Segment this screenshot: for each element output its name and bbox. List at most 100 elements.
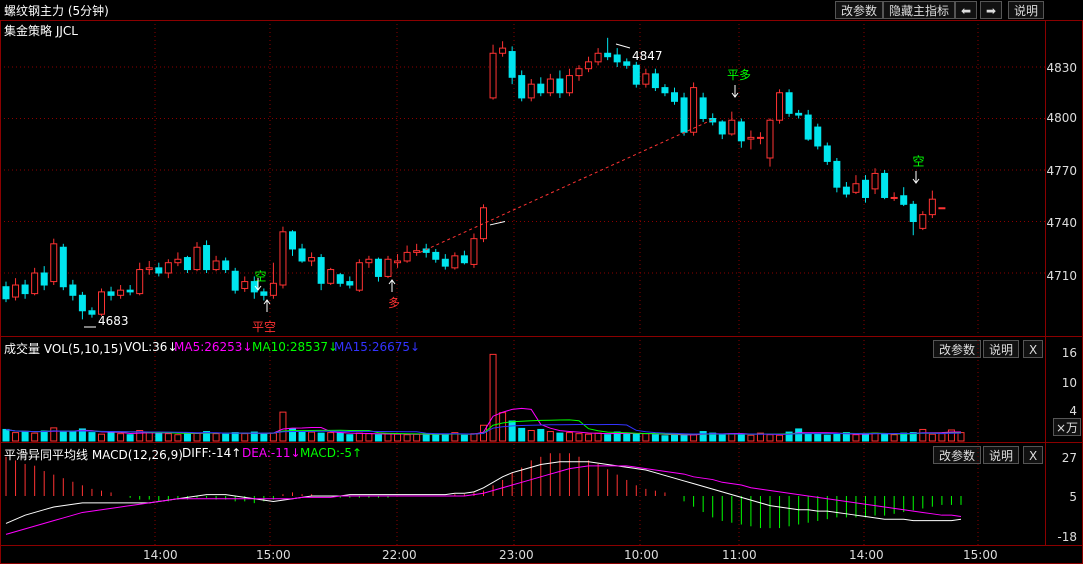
volume-bar [451, 432, 459, 442]
candle-body [928, 198, 936, 216]
signal-arrowhead-down [254, 285, 262, 291]
volume-bar [50, 427, 58, 442]
candle-body [327, 269, 335, 284]
volume-bar [671, 433, 678, 442]
volume-bar [699, 431, 707, 442]
volume-close-button[interactable]: X [1023, 340, 1044, 358]
volume-bar [756, 432, 764, 442]
volume-help-button[interactable]: 说明 [983, 340, 1020, 358]
volume-title: 成交量 VOL(5,10,15) [4, 342, 124, 356]
candle-body [881, 172, 889, 198]
macd-y-tick-neg18: -18 [1057, 530, 1077, 544]
candle-body [231, 270, 239, 291]
volume-ma15: MA15:26675↓ [334, 340, 421, 354]
candle-body [766, 119, 774, 159]
macd-params-button[interactable]: 改参数 [933, 446, 982, 464]
volume-bar [212, 433, 220, 442]
macd-y-tick-27: 27 [1061, 451, 1077, 465]
candle-body [394, 260, 402, 264]
candle-body [365, 258, 373, 264]
candle-body [842, 186, 850, 195]
volume-bar [690, 434, 698, 442]
volume-bar [155, 432, 163, 442]
volume-bar [585, 433, 593, 442]
candle-body [623, 61, 631, 66]
volume-bar [107, 432, 115, 442]
volume-bar [183, 432, 191, 442]
candle-body [117, 289, 125, 296]
candle-body [499, 47, 507, 54]
candle-body [900, 195, 908, 205]
volume-bar [814, 433, 822, 442]
macd-y-tick-5: 5 [1069, 490, 1077, 504]
candle-body [690, 87, 698, 133]
volume-bar [269, 432, 277, 442]
volume-bar [241, 433, 249, 442]
volume-bar [145, 432, 153, 442]
candle-body [40, 272, 48, 286]
candle-body [862, 179, 869, 198]
candle-body [193, 246, 201, 271]
volume-bar [651, 434, 659, 442]
volume-bar [718, 434, 726, 442]
candle-body [537, 83, 545, 94]
x-tick-3: 22:00 [382, 548, 417, 562]
candle-body [69, 284, 77, 296]
candle-body [852, 183, 860, 193]
candle-body [374, 258, 382, 277]
volume-bar [260, 433, 268, 442]
candle-body [565, 75, 573, 94]
volume-bar [327, 432, 335, 442]
candle-body [308, 257, 316, 262]
candle-body [413, 250, 421, 253]
candle-body [2, 286, 10, 300]
volume-bar [565, 432, 573, 442]
candle-body [575, 68, 583, 77]
volume-bar [231, 432, 239, 442]
volume-bar [193, 432, 201, 442]
strategy-label: 集金策略 JJCL [4, 24, 78, 38]
window-title: 螺纹钢主力 (5分钟) [4, 4, 109, 18]
volume-bar [556, 432, 564, 442]
volume-bar [174, 434, 182, 442]
hide-indicator-button[interactable]: 隐藏主指标 [883, 1, 956, 19]
volume-bar [489, 353, 497, 442]
flat-short-signal: 平空 [252, 320, 277, 334]
volume-bar [374, 434, 382, 442]
volume-bar [88, 432, 96, 442]
candle-body [804, 114, 812, 140]
volume-bar [537, 428, 545, 442]
candle-body [98, 291, 105, 315]
volume-bar [413, 433, 421, 442]
next-button[interactable]: ➡ [980, 1, 1003, 19]
volume-bar [642, 433, 650, 442]
candle-body [814, 126, 822, 147]
volume-bar [222, 433, 230, 442]
volume-bar [575, 433, 583, 442]
prev-button[interactable]: ⬅ [955, 1, 978, 19]
long-signal: 多 [388, 296, 401, 310]
volume-bar [432, 434, 440, 442]
macd-title: 平滑异同平均线 MACD(12,26,9) [4, 448, 183, 462]
macd-close-button[interactable]: X [1023, 446, 1044, 464]
candle-body [241, 281, 249, 289]
volume-params-button[interactable]: 改参数 [933, 340, 982, 358]
volume-bar [623, 433, 631, 442]
volume-bar [21, 431, 29, 442]
volume-bar [909, 432, 917, 442]
volume-ma10: MA10:28537↓ [252, 340, 339, 354]
candle-body [919, 214, 927, 229]
help-button[interactable]: 说明 [1008, 1, 1045, 19]
candle-body [346, 281, 354, 286]
volume-bar [441, 433, 449, 442]
params-button[interactable]: 改参数 [835, 1, 884, 19]
volume-bar [928, 433, 936, 442]
x-tick-1: 14:00 [143, 548, 178, 562]
macd-help-button[interactable]: 说明 [983, 446, 1020, 464]
x-tick-7: 14:00 [849, 548, 884, 562]
volume-bar [919, 428, 927, 442]
x-tick-2: 15:00 [256, 548, 291, 562]
candle-body [795, 112, 803, 116]
candle-body [136, 269, 144, 295]
